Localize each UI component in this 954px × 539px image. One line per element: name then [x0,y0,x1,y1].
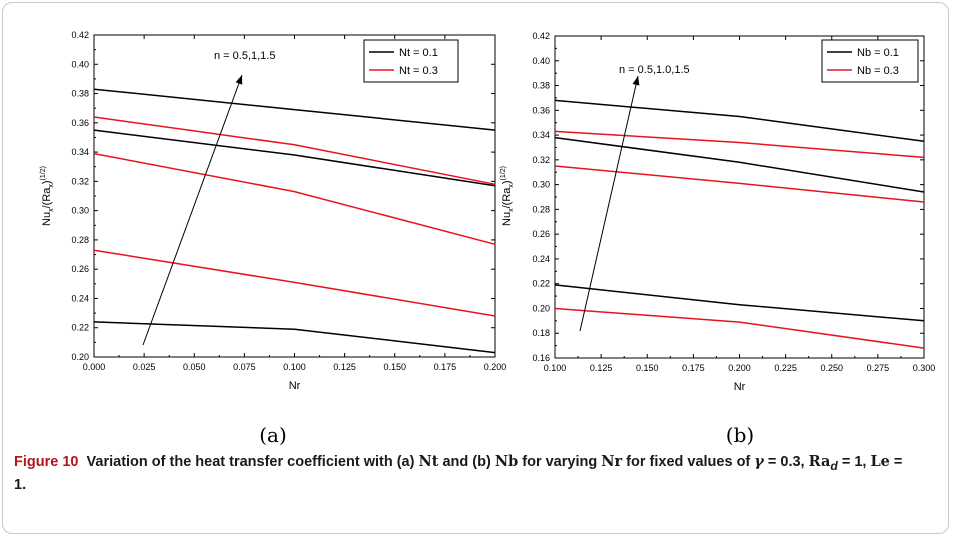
y-tick-label: 0.26 [71,264,89,274]
series-line [93,116,496,186]
legend-label: Nb = 0.1 [857,47,899,59]
y-tick-label: 0.26 [532,229,550,239]
y-tick-label: 0.20 [532,303,550,313]
x-tick-label: 0.075 [233,362,256,372]
legend: Nb = 0.1 Nb = 0.3 [821,39,919,83]
legend-label: Nb = 0.3 [857,65,899,77]
series-line [554,130,925,159]
legend-box [363,39,459,83]
y-tick-label: 0.34 [71,147,89,157]
y-tick-label: 0.20 [71,352,89,362]
annotation-arrow-head [632,76,640,86]
caption-text-4: for fixed values of [626,454,751,470]
y-tick-label: 0.34 [532,130,550,140]
y-axis-label: Nux/(Rax)(1/2) [500,166,515,226]
x-tick-label: 0.225 [774,363,797,373]
annotation-arrow-shaft [579,75,639,332]
caption-le-value: = 1. [14,454,903,493]
series-line [554,99,925,143]
annotation-label: n = 0.5,1,1.5 [214,50,275,62]
x-tick-label: 0.175 [682,363,705,373]
caption-ra: Ra [808,453,831,470]
caption-gamma-value: = 0.3, [767,454,805,470]
y-tick-label: 0.28 [71,235,89,245]
chart-panel-a: 0.000 0.025 0.050 0.075 0.100 0.125 0.150 0.175… [40,30,506,447]
y-tick-label: 0.38 [71,89,89,99]
y-tick-label: 0.18 [532,328,550,338]
legend-label: Nt = 0.3 [399,65,438,77]
y-tick-label: 0.30 [71,206,89,216]
annotation-label: n = 0.5,1.0,1.5 [619,64,690,76]
x-tick-label: 0.275 [867,363,890,373]
x-tick-label: 0.200 [728,363,751,373]
x-tick-label: 0.300 [913,363,936,373]
plot-area-frame [93,34,496,358]
x-tick-label: 0.150 [383,362,406,372]
x-tick-label: 0.200 [484,362,507,372]
x-tick-label: 0.175 [434,362,457,372]
figure-canvas: 0.000 0.025 0.050 0.075 0.100 0.125 0.150 0.175… [40,30,935,447]
y-tick-label: 0.24 [532,254,550,264]
x-tick-label: 0.125 [333,362,356,372]
caption-text-2: and (b) [442,454,491,470]
x-tick-label: 0.150 [636,363,659,373]
x-tick-label: 0.100 [544,363,567,373]
caption-text-3: for varying [522,454,598,470]
y-tick-label: 0.22 [71,323,89,333]
x-axis-label: Nr [289,380,301,392]
caption-ra-sub: d [830,458,838,473]
y-tick-label: 0.36 [71,118,89,128]
chart-panel-b: 0.100 0.125 0.150 0.175 0.200 0.225 0.250 0.275… [500,31,935,447]
caption-le: Le [870,453,890,470]
x-tick-label: 0.125 [590,363,613,373]
y-tick-label: 0.30 [532,180,550,190]
caption-ra-value: = 1, [841,454,867,470]
y-tick-label: 0.40 [71,59,89,69]
y-tick-label: 0.42 [71,30,89,40]
series-line [93,129,496,187]
series-line [554,284,925,322]
caption-nt: Nt [418,453,439,470]
series-line [554,136,925,193]
y-tick-label: 0.32 [71,176,89,186]
annotation-arrow-head [235,75,243,85]
x-tick-label: 0.050 [183,362,206,372]
legend-label: Nt = 0.1 [399,47,438,59]
series-line [554,307,925,349]
legend: Nt = 0.1 Nt = 0.3 [363,39,459,83]
series-line [93,321,496,354]
y-tick-label: 0.16 [532,353,550,363]
y-axis-label: Nux/(Rax)(1/2) [40,166,55,226]
legend-box [821,39,919,83]
y-tick-label: 0.24 [71,293,89,303]
panel-label: (b) [726,423,754,447]
series-line [93,88,496,131]
x-tick-label: 0.100 [283,362,306,372]
caption-text-1: Variation of the heat transfer coefficie… [86,454,415,470]
y-tick-label: 0.32 [532,155,550,165]
figure-caption: Figure 10 Variation of the heat transfer… [14,452,914,495]
series-line [93,249,496,317]
y-tick-label: 0.36 [532,105,550,115]
caption-nb: Nb [494,453,519,470]
x-axis-label: Nr [734,381,746,393]
caption-nr: Nr [601,453,623,470]
x-tick-label: 0.025 [133,362,156,372]
y-tick-label: 0.40 [532,56,550,66]
panel-label: (a) [259,423,287,447]
caption-gamma: γ [754,453,764,470]
y-tick-label: 0.42 [532,31,550,41]
y-tick-label: 0.22 [532,279,550,289]
annotation-arrow-shaft [142,74,243,346]
y-tick-label: 0.28 [532,204,550,214]
figure-frame [2,2,949,534]
y-tick-label: 0.38 [532,81,550,91]
x-tick-label: 0.250 [820,363,843,373]
series-line [93,152,496,246]
caption-label: Figure 10 [14,454,79,470]
x-tick-label: 0.000 [83,362,106,372]
